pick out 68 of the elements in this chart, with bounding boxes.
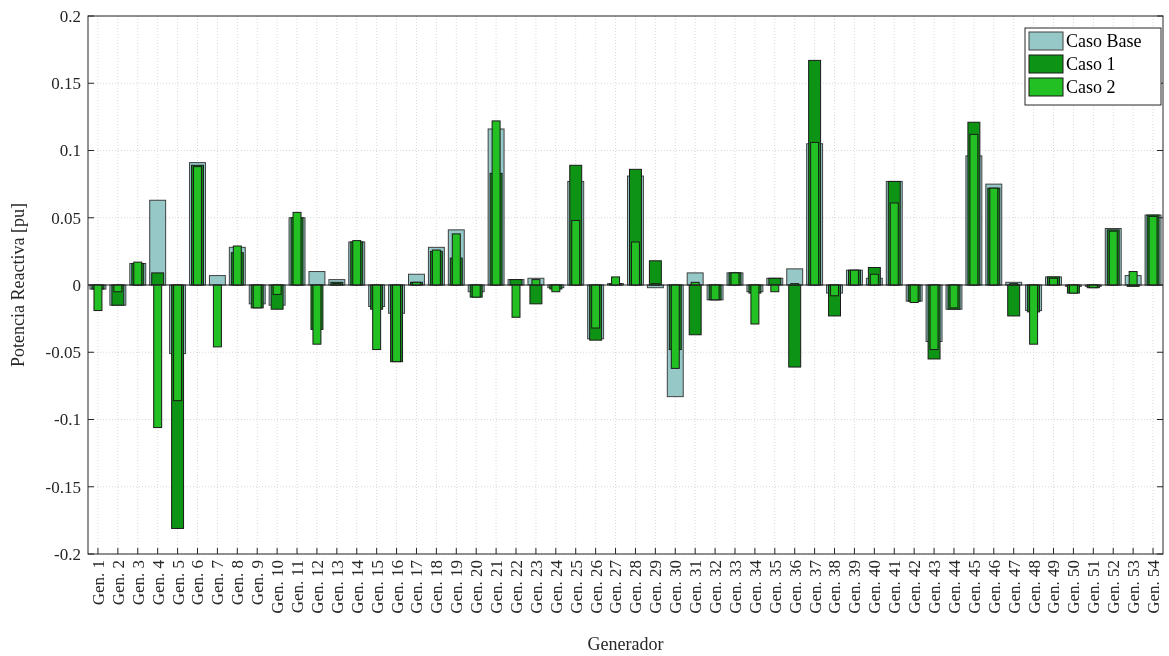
- x-tick-label: Gen. 9: [248, 560, 268, 606]
- x-tick-label: Gen. 1: [88, 560, 108, 606]
- x-tick-label: Gen. 20: [467, 560, 487, 614]
- x-tick-label: Gen. 21: [487, 560, 507, 614]
- x-tick-label: Gen. 11: [287, 560, 307, 614]
- x-tick-label: Gen. 54: [1144, 559, 1163, 614]
- x-tick-label: Gen. 44: [944, 559, 964, 614]
- y-tick-label: 0.05: [51, 208, 81, 228]
- x-tick-label: Gen. 14: [347, 559, 367, 614]
- y-tick-label: -0.1: [54, 410, 81, 430]
- x-tick-label: Gen. 22: [506, 560, 526, 614]
- x-tick-label: Gen. 52: [1104, 560, 1124, 614]
- x-tick-label: Gen. 33: [725, 560, 745, 614]
- x-tick-label: Gen. 41: [885, 560, 905, 614]
- x-tick-label: Gen. 25: [566, 560, 586, 614]
- legend-label: Caso 2: [1066, 77, 1116, 98]
- x-tick-label: Gen. 29: [646, 560, 666, 614]
- x-tick-label: Gen. 50: [1064, 560, 1084, 614]
- x-tick-label: Gen. 51: [1084, 560, 1104, 614]
- x-tick-label: Gen. 32: [706, 560, 726, 614]
- x-tick-label: Gen. 23: [526, 560, 546, 614]
- x-tick-label: Gen. 26: [586, 560, 606, 614]
- x-tick-label: Gen. 48: [1024, 560, 1044, 614]
- x-tick-label: Gen. 43: [925, 560, 945, 614]
- x-tick-label: Gen. 47: [1004, 559, 1024, 614]
- x-tick-label: Gen. 18: [427, 560, 447, 614]
- x-tick-label: Gen. 16: [387, 560, 407, 614]
- y-tick-label: 0.2: [59, 6, 81, 26]
- x-tick-label: Gen. 38: [825, 560, 845, 614]
- x-tick-label: Gen. 36: [785, 560, 805, 614]
- x-tick-label: Gen. 10: [268, 560, 288, 614]
- x-tick-label: Gen. 5: [168, 560, 188, 606]
- y-tick-label: -0.2: [54, 544, 81, 564]
- x-tick-label: Gen. 28: [626, 560, 646, 614]
- x-tick-label: Gen. 40: [865, 560, 885, 614]
- x-tick-label: Gen. 6: [188, 560, 208, 606]
- x-tick-label: Gen. 30: [666, 560, 686, 614]
- x-tick-label: Gen. 31: [686, 560, 706, 614]
- x-tick-label: Gen. 24: [546, 559, 566, 614]
- x-tick-label: Gen. 2: [108, 560, 128, 606]
- x-tick-label: Gen. 53: [1124, 560, 1144, 614]
- x-tick-label: Gen. 8: [228, 560, 248, 606]
- x-tick-label: Gen. 39: [845, 560, 865, 614]
- legend-label: Caso 1: [1066, 54, 1116, 75]
- x-tick-label: Gen. 12: [307, 560, 327, 614]
- x-tick-label: Gen. 45: [964, 560, 984, 614]
- x-tick-label: Gen. 35: [765, 560, 785, 614]
- x-tick-label: Gen. 34: [745, 559, 765, 614]
- x-tick-label: Gen. 7: [208, 559, 228, 606]
- x-tick-label: Gen. 49: [1044, 560, 1064, 614]
- x-tick-label: Gen. 27: [606, 559, 626, 614]
- y-tick-label: 0.1: [59, 141, 81, 161]
- legend-label: Caso Base: [1066, 31, 1142, 52]
- x-tick-label: Gen. 4: [148, 559, 168, 606]
- x-tick-label: Gen. 42: [905, 560, 925, 614]
- y-tick-label: 0: [72, 275, 81, 295]
- x-tick-label: Gen. 13: [327, 560, 347, 614]
- y-tick-label: 0.15: [51, 74, 81, 94]
- x-tick-label: Gen. 3: [128, 560, 148, 606]
- x-tick-label: Gen. 37: [805, 559, 825, 614]
- x-axis-title: Generador: [587, 634, 664, 654]
- x-tick-label: Gen. 15: [367, 560, 387, 614]
- y-tick-label: -0.15: [45, 477, 81, 497]
- x-tick-label: Gen. 17: [407, 559, 427, 614]
- y-axis-title: Potencia Reactiva [pu]: [8, 203, 28, 367]
- x-tick-label: Gen. 19: [447, 560, 467, 614]
- x-tick-label: Gen. 46: [984, 560, 1004, 614]
- y-tick-label: -0.05: [45, 343, 81, 363]
